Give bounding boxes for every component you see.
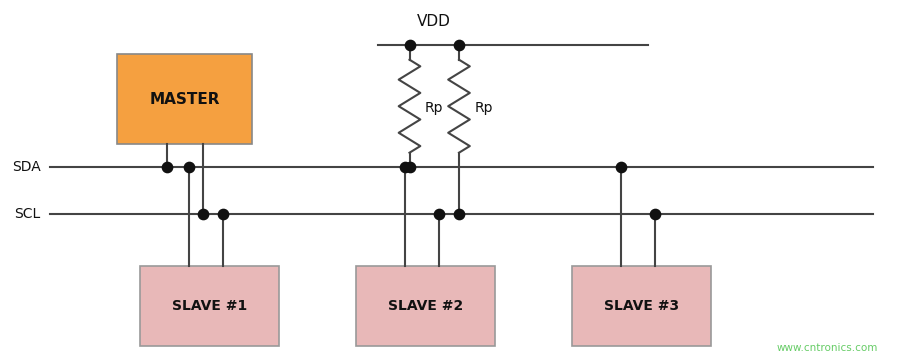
Text: Rp: Rp	[474, 101, 493, 115]
Text: SCL: SCL	[14, 207, 40, 221]
Point	[432, 211, 446, 217]
Point	[614, 165, 628, 170]
Text: SLAVE #2: SLAVE #2	[388, 299, 463, 313]
Point	[452, 211, 466, 217]
Text: SLAVE #3: SLAVE #3	[604, 299, 679, 313]
Text: Rp: Rp	[425, 101, 444, 115]
Point	[195, 211, 210, 217]
Point	[452, 42, 466, 48]
Text: www.cntronics.com: www.cntronics.com	[776, 343, 878, 353]
Point	[648, 211, 662, 217]
FancyBboxPatch shape	[572, 266, 711, 346]
Text: VDD: VDD	[418, 14, 451, 29]
Text: SDA: SDA	[12, 161, 40, 174]
FancyBboxPatch shape	[356, 266, 495, 346]
FancyBboxPatch shape	[140, 266, 279, 346]
Point	[182, 165, 196, 170]
Point	[216, 211, 230, 217]
Point	[159, 165, 174, 170]
FancyBboxPatch shape	[117, 54, 252, 144]
Point	[402, 165, 417, 170]
Point	[398, 165, 412, 170]
Text: SLAVE #1: SLAVE #1	[172, 299, 247, 313]
Point	[402, 42, 417, 48]
Text: MASTER: MASTER	[149, 91, 220, 107]
